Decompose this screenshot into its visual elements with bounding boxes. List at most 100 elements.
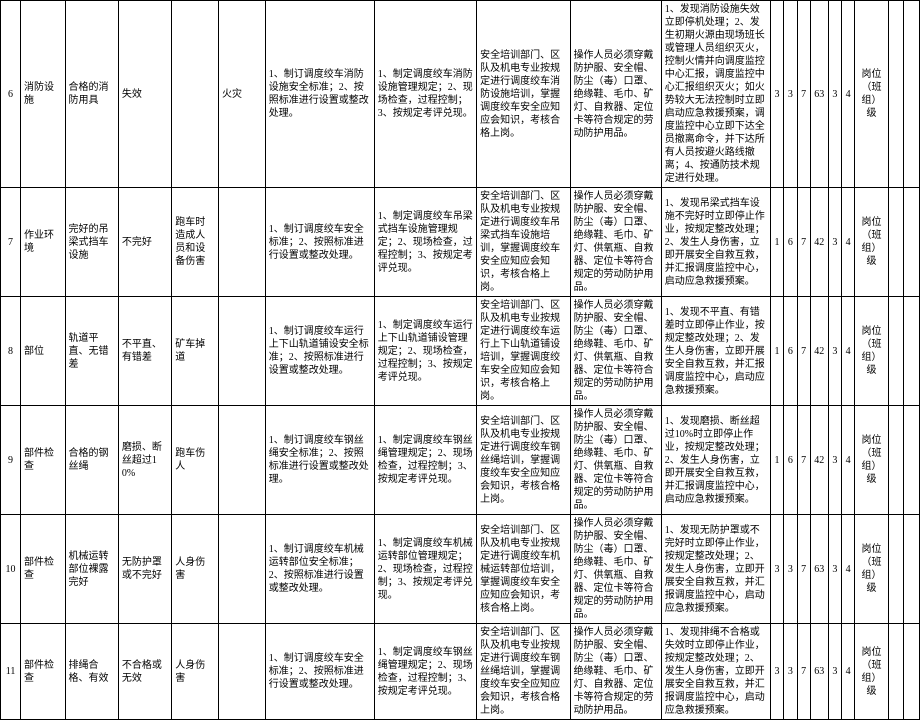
- table-cell: 岗位（班组）级: [855, 406, 888, 515]
- table-cell: 1、制订调度绞车安全标准；2、按照标准进行设置或整改处理。: [265, 624, 374, 720]
- table-cell: 7: [797, 297, 810, 406]
- table-cell: [904, 297, 920, 406]
- table-cell: 1、制订调度绞车消防设施安全标准；2、按照标准进行设置或整改处理。: [265, 1, 374, 188]
- table-cell: 9: [1, 406, 21, 515]
- table-cell: 岗位（班组）级: [855, 188, 888, 297]
- table-cell: 操作人员必须穿戴防护服、安全帽、防尘（毒）口罩、绝缘鞋、毛巾、矿灯、供氧瓶、自救…: [570, 188, 661, 297]
- table-cell: [904, 515, 920, 624]
- table-cell: 7: [797, 1, 810, 188]
- table-cell: 1: [770, 406, 783, 515]
- table-cell: 操作人员必须穿戴防护服、安全帽、防尘（毒）口罩、绝缘鞋、毛巾、矿灯、供氧瓶、自救…: [570, 515, 661, 624]
- table-cell: 安全培训部门、区队及机电专业按规定进行调度绞车消防设施培训，掌握调度绞车安全应知…: [477, 1, 570, 188]
- table-cell: 1、制订调度绞车钢丝绳安全标准；2、按照标准进行设置或整改处理。: [265, 406, 374, 515]
- table-cell: 安全培训部门、区队及机电专业按规定进行调度绞车运行上下山轨道铺设培训，掌握调度绞…: [477, 297, 570, 406]
- table-cell: 63: [810, 624, 828, 720]
- table-cell: 6: [784, 406, 797, 515]
- table-cell: 跑车伤人: [172, 406, 219, 515]
- table-cell: 1、制定调度绞车钢丝绳管理规定；2、现场检查，过程控制；3、按规定考评兑现。: [374, 406, 476, 515]
- table-cell: 6: [784, 188, 797, 297]
- table-cell: 3: [770, 1, 783, 188]
- table-cell: 4: [841, 624, 854, 720]
- table-cell: 不平直、有错差: [118, 297, 171, 406]
- table-cell: 7: [797, 624, 810, 720]
- table-cell: 4: [841, 188, 854, 297]
- table-cell: 安全培训部门、区队及机电专业按规定进行调度绞车钢丝绳培训，掌握调度绞车安全应知应…: [477, 624, 570, 720]
- table-cell: 合格的消防用具: [65, 1, 118, 188]
- table-cell: 7: [797, 406, 810, 515]
- table-cell: 安全培训部门、区队及机电专业按规定进行调度绞车机械运转部位培训，掌握调度绞车安全…: [477, 515, 570, 624]
- table-cell: 1、发现消防设施失效立即停机处理；2、发生初期火源由现场班长或管理人员组织灭火，…: [661, 1, 770, 188]
- table-cell: 1、制定调度绞车吊梁式挡车设施管理规定；2、现场检查，过程控制；3、按规定考评兑…: [374, 188, 476, 297]
- table-cell: [888, 1, 904, 188]
- table-cell: 7: [797, 515, 810, 624]
- table-cell: 6: [1, 1, 21, 188]
- table-cell: 作业环境: [21, 188, 66, 297]
- table-cell: 合格的钢丝绳: [65, 406, 118, 515]
- table-cell: 1: [770, 297, 783, 406]
- table-cell: 跑车时造成人员和设备伤害: [172, 188, 219, 297]
- table-cell: 安全培训部门、区队及机电专业按规定进行调度绞车钢丝绳培训，掌握调度绞车安全应知应…: [477, 406, 570, 515]
- table-cell: 10: [1, 515, 21, 624]
- table-cell: 6: [784, 297, 797, 406]
- table-cell: 人身伤害: [172, 515, 219, 624]
- table-cell: [172, 1, 219, 188]
- table-cell: 8: [1, 297, 21, 406]
- table-cell: 部件检查: [21, 515, 66, 624]
- table-cell: 无防护罩或不完好: [118, 515, 171, 624]
- table-cell: 岗位（班组）级: [855, 297, 888, 406]
- table-cell: 岗位（班组）级: [855, 624, 888, 720]
- table-cell: 1、发现不平直、有错差时立即停止作业，按规定整改处理；2、发生人身伤害，立即开展…: [661, 297, 770, 406]
- table-cell: 部件检查: [21, 406, 66, 515]
- table-cell: 3: [784, 1, 797, 188]
- table-cell: 3: [784, 515, 797, 624]
- table-cell: 63: [810, 515, 828, 624]
- table-cell: 4: [841, 1, 854, 188]
- table-cell: [888, 406, 904, 515]
- table-cell: [219, 515, 266, 624]
- table-cell: 3: [828, 188, 841, 297]
- table-cell: [219, 624, 266, 720]
- table-row: 9部件检查合格的钢丝绳磨损、断丝超过10%跑车伤人1、制订调度绞车钢丝绳安全标准…: [1, 406, 920, 515]
- table-cell: 1、制订调度绞车安全标准；2、按照标准进行设置或整改处理。: [265, 188, 374, 297]
- table-cell: 4: [841, 406, 854, 515]
- table-cell: 1、发现排绳不合格或失效时立即停止作业，按规定整改处理；2、发生人身伤害，立即开…: [661, 624, 770, 720]
- table-cell: [219, 297, 266, 406]
- table-cell: 部件检查: [21, 624, 66, 720]
- table-cell: 1、发现无防护罩或不完好时立即停止作业，按规定整改处理；2、发生人身伤害，立即开…: [661, 515, 770, 624]
- table-cell: 3: [828, 406, 841, 515]
- table-cell: 失效: [118, 1, 171, 188]
- table-row: 11部件检查排绳合格、有效不合格或无效人身伤害1、制订调度绞车安全标准；2、按照…: [1, 624, 920, 720]
- table-cell: 消防设施: [21, 1, 66, 188]
- table-cell: 4: [841, 297, 854, 406]
- table-cell: [219, 406, 266, 515]
- table-cell: 操作人员必须穿戴防护服、安全帽、防尘（毒）口罩、绝缘鞋、毛巾、矿灯、自救器、定位…: [570, 624, 661, 720]
- table-cell: 1: [770, 188, 783, 297]
- table-cell: [904, 406, 920, 515]
- risk-table: 6消防设施合格的消防用具失效火灾1、制订调度绞车消防设施安全标准；2、按照标准进…: [0, 0, 920, 720]
- table-cell: 1、制订调度绞车机械运转部位安全标准；2、按照标准进行设置或整改处理。: [265, 515, 374, 624]
- table-cell: 不合格或无效: [118, 624, 171, 720]
- table-cell: 63: [810, 1, 828, 188]
- table-cell: [888, 297, 904, 406]
- table-cell: 安全培训部门、区队及机电专业按规定进行调度绞车吊梁式挡车设施培训，掌握调度绞车安…: [477, 188, 570, 297]
- table-cell: [904, 188, 920, 297]
- table-cell: 机械运转部位裸露完好: [65, 515, 118, 624]
- table-cell: 3: [784, 624, 797, 720]
- table-cell: 操作人员必须穿戴防护服、安全帽、防尘（毒）口罩、绝缘鞋、毛巾、矿灯、供氧瓶、自救…: [570, 297, 661, 406]
- table-row: 8部位轨道平直、无错差不平直、有错差矿车掉道1、制订调度绞车运行上下山轨道铺设安…: [1, 297, 920, 406]
- table-cell: [888, 515, 904, 624]
- table-cell: [904, 624, 920, 720]
- table-cell: 4: [841, 515, 854, 624]
- table-cell: 矿车掉道: [172, 297, 219, 406]
- table-cell: 1、制定调度绞车机械运转部位管理规定；2、现场检查，过程控制；3、按规定考评兑现…: [374, 515, 476, 624]
- table-cell: 1、发现吊梁式挡车设施不完好时立即停止作业，按规定整改处理；2、发生人身伤害，立…: [661, 188, 770, 297]
- table-cell: 42: [810, 297, 828, 406]
- table-cell: 1、制定调度绞车消防设施管理规定；2、现场检查，过程控制；3、按规定考评兑现。: [374, 1, 476, 188]
- table-cell: 1、制定调度绞车运行上下山轨道铺设管理规定；2、现场检查，过程控制；3、按规定考…: [374, 297, 476, 406]
- table-cell: 3: [828, 297, 841, 406]
- table-cell: 1、制定调度绞车钢丝绳管理规定；2、现场检查，过程控制；3、按规定考评兑现。: [374, 624, 476, 720]
- table-cell: 火灾: [219, 1, 266, 188]
- table-cell: 岗位（班组）级: [855, 515, 888, 624]
- table-cell: 3: [828, 1, 841, 188]
- table-cell: 7: [1, 188, 21, 297]
